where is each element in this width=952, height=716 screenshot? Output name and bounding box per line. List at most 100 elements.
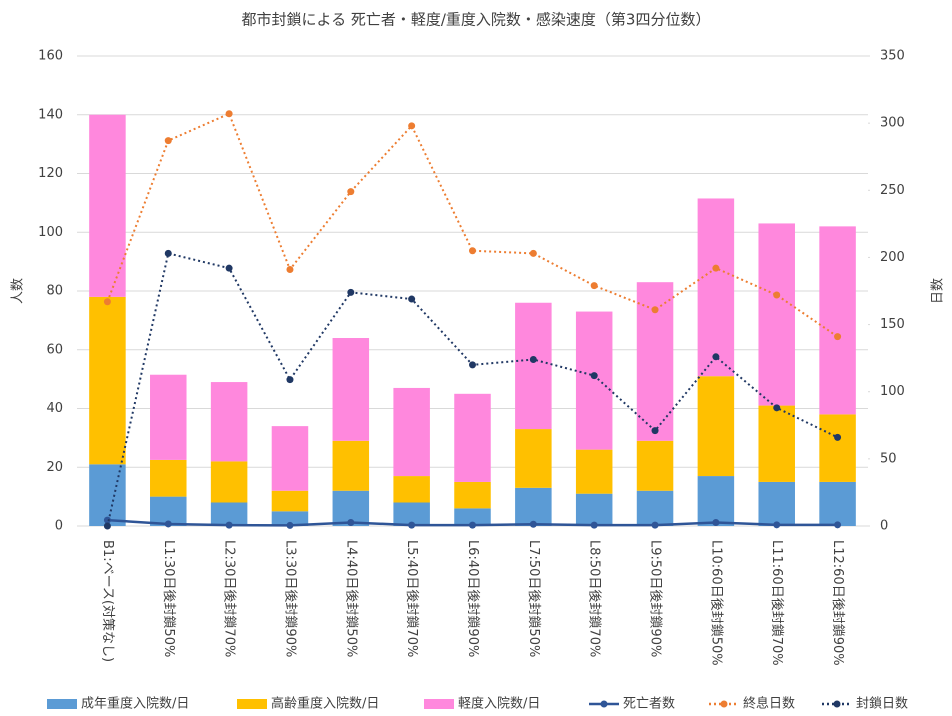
line-marker [529,520,537,528]
line-marker [103,522,111,530]
y-tick-label: 0 [55,519,63,534]
y2-tick-label: 250 [880,183,905,198]
line-marker [408,122,416,130]
bar-segment [210,382,248,462]
y2-tick-label: 100 [880,384,905,399]
bar-segment [575,449,613,494]
line-marker [773,404,781,412]
bar-segment [332,338,370,441]
y2-tick-label: 350 [880,49,905,64]
line-marker [712,264,720,272]
line-marker [103,298,111,306]
bar-segment [89,464,126,526]
bar-segment [697,376,735,477]
bar-segment [210,461,248,503]
bar-segment [393,476,430,503]
line-marker [834,433,842,441]
bar-segment [636,440,674,491]
legend-swatch [600,700,608,708]
bar-segment [758,405,795,482]
x-tick-label: L5:40日後封鎖70% [404,540,420,657]
line-marker [651,427,659,435]
line-marker [834,333,842,341]
line-marker [590,372,598,380]
y2-tick-label: 0 [880,519,888,534]
line-marker [225,521,233,529]
line-marker [286,376,294,384]
bar-segment [454,481,491,509]
x-tick-label: L1:30日後封鎖50% [161,540,177,657]
line-marker [773,521,781,529]
y-tick-label: 60 [46,342,63,357]
y2-tick-label: 50 [880,451,897,466]
y-tick-label: 100 [38,225,63,240]
line-marker [164,249,172,257]
y2-tick-label: 200 [880,250,905,265]
line-marker [590,521,598,529]
legend-swatch [47,699,77,709]
line-marker [773,291,781,299]
x-tick-label: L2:30日後封鎖70% [222,540,238,657]
bar-segment [575,311,613,450]
line-marker [469,361,476,369]
legend-label: 封鎖日数 [856,696,908,712]
bar-segment [758,481,795,526]
bar-segment [515,487,552,526]
bar-segment [393,387,430,477]
bar-segment [636,282,674,441]
line-marker [347,188,355,196]
line-marker [164,520,172,528]
legend-label: 成年重度入院数/日 [81,696,189,712]
x-tick-label: L12:60日後封鎖90% [830,540,846,666]
line-marker [712,518,720,526]
legend-swatch [833,700,841,708]
legend-label: 軽度入院数/日 [458,696,540,712]
line-marker [651,521,659,529]
line-marker [469,521,476,529]
bar-segment [454,508,491,526]
bar-segment [515,429,552,488]
x-tick-label: B1:ベース(対策なし) [100,540,116,662]
x-tick-label: L8:50日後封鎖70% [587,540,603,657]
x-tick-label: L11:60日後封鎖70% [769,540,785,666]
legend-label: 高齢重度入院数/日 [271,696,379,712]
x-tick-label: L7:50日後封鎖50% [526,540,542,657]
bar-segment [819,226,856,415]
legend-swatch [720,700,728,708]
x-tick-label: L9:50日後封鎖90% [648,540,664,657]
line-marker [408,521,416,529]
y-tick-label: 80 [46,284,63,299]
y-tick-label: 160 [38,49,63,64]
bar-segment [89,114,126,297]
bar-segment [454,393,491,482]
line-marker [529,249,537,257]
y-tick-label: 120 [38,166,63,181]
y-tick-label: 20 [46,460,63,475]
bar-segment [393,502,430,526]
bar-segment [150,374,187,460]
bar-segment [89,296,126,465]
bar-segment [332,440,370,491]
y2-tick-label: 300 [880,116,905,131]
line-marker [286,266,294,274]
bar-segment [819,481,856,526]
line-marker [286,521,294,529]
y2-tick-label: 150 [880,317,905,332]
line-marker [347,518,355,526]
legend-label: 死亡者数 [623,697,675,712]
bar-segment [271,511,309,526]
legend-label: 終息日数 [743,696,795,712]
bar-segment [210,502,248,526]
line-marker [590,282,598,290]
bar-segment [271,490,309,512]
x-tick-label: L3:30日後封鎖90% [282,540,298,657]
y-axis-label: 人数 [11,278,26,304]
line-marker [469,247,476,255]
line-marker [103,516,111,524]
y-tick-label: 140 [38,107,63,122]
line-marker [347,288,355,296]
line-marker [712,353,720,361]
line-marker [225,110,233,118]
y-tick-label: 40 [46,401,63,416]
line-marker [408,295,416,303]
